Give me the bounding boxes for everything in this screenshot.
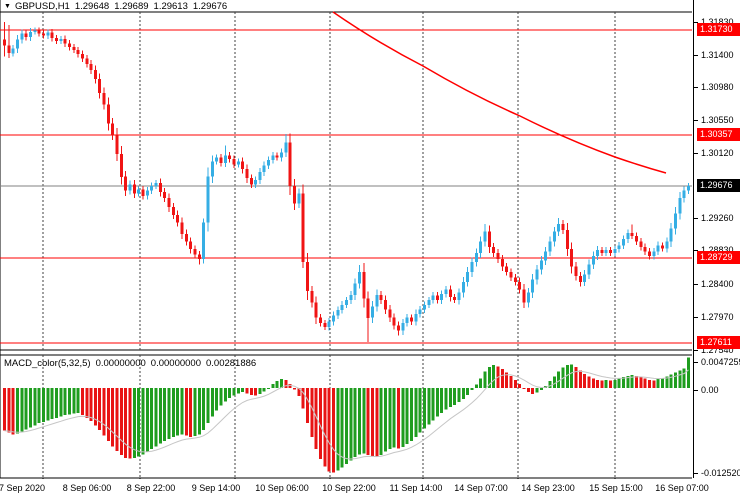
macd-scale-label: 0.0047259 xyxy=(701,357,740,367)
indicator-value-2: 0.00000000 xyxy=(150,358,201,369)
indicator-header: MACD_color(5,32,5) 0.00000000 0.00000000 0.… xyxy=(4,358,261,369)
axis-tick-mark xyxy=(694,218,698,219)
time-axis-label: 8 Sep 22:00 xyxy=(126,483,176,493)
axis-tick-mark xyxy=(694,284,698,285)
ohlc-close: 1.29676 xyxy=(192,1,228,12)
axis-tick-mark xyxy=(694,350,698,351)
time-axis-label: 7 Sep 2020 xyxy=(0,483,46,493)
time-axis-label: 8 Sep 06:00 xyxy=(62,483,112,493)
axis-tick-mark xyxy=(694,87,698,88)
macd-signal-line xyxy=(4,369,689,460)
price-tick-label: 1.30980 xyxy=(701,82,734,92)
current-price-label: 1.29676 xyxy=(697,179,740,192)
axis-tick-mark xyxy=(694,153,698,154)
price-tick-label: 1.27970 xyxy=(701,312,734,322)
time-axis-label: 10 Sep 06:00 xyxy=(255,483,309,493)
level-price-label: 1.31730 xyxy=(697,23,740,36)
price-tick-label: 1.31830 xyxy=(701,17,734,27)
price-axis[interactable]: 1.31830 1.31400 1.30980 1.30550 1.30120 1.292… xyxy=(693,0,740,478)
level-price-label: 1.30357 xyxy=(697,128,740,141)
price-tick-label: 1.31400 xyxy=(701,50,734,60)
candlesticks xyxy=(3,22,690,343)
price-tick-label: 1.28400 xyxy=(701,279,734,289)
axis-tick-mark xyxy=(694,473,698,474)
axis-tick-mark xyxy=(694,317,698,318)
price-tick-label: 1.29260 xyxy=(701,213,734,223)
time-axis-label: 10 Sep 22:00 xyxy=(322,483,376,493)
level-price-label: 1.27611 xyxy=(697,336,740,349)
axis-tick-mark xyxy=(694,362,698,363)
price-tick-label: 1.30550 xyxy=(701,115,734,125)
level-price-label: 1.28729 xyxy=(697,251,740,264)
time-axis-label: 16 Sep 07:00 xyxy=(655,483,709,493)
time-axis-label: 14 Sep 23:00 xyxy=(521,483,575,493)
symbol-timeframe-label: GBPUSD,H1 xyxy=(14,1,70,12)
axis-tick-mark xyxy=(694,22,698,23)
symbol-header: ▼ GBPUSD,H1 1.29648 1.29689 1.29613 1.29676 xyxy=(4,1,232,12)
ohlc-low: 1.29613 xyxy=(153,1,188,12)
axis-tick-mark xyxy=(694,390,698,391)
indicator-value-3: 0.00281886 xyxy=(206,358,257,369)
macd-scale-label: 0.00 xyxy=(701,385,719,395)
ohlc-high: 1.29689 xyxy=(114,1,149,12)
symbol-dropdown-icon[interactable]: ▼ xyxy=(4,3,11,10)
indicator-value-1: 0.00000000 xyxy=(95,358,146,369)
level-lines[interactable] xyxy=(0,29,692,344)
price-tick-label: 1.28830 xyxy=(701,245,734,255)
axis-tick-mark xyxy=(694,55,698,56)
price-tick-label: 1.30120 xyxy=(701,148,734,158)
axis-tick-mark xyxy=(694,120,698,121)
macd-histogram xyxy=(3,357,690,473)
price-tick-label: 1.27540 xyxy=(701,345,734,355)
time-axis-label: 15 Sep 15:00 xyxy=(589,483,643,493)
time-axis[interactable]: 7 Sep 2020 8 Sep 06:00 8 Sep 22:00 9 Sep 14… xyxy=(0,479,740,500)
descending-trend-line[interactable] xyxy=(332,11,667,174)
ohlc-open: 1.29648 xyxy=(74,1,110,12)
indicator-name-label: MACD_color(5,32,5) xyxy=(4,358,91,369)
time-axis-label: 11 Sep 14:00 xyxy=(389,483,443,493)
time-axis-label: 14 Sep 07:00 xyxy=(454,483,508,493)
macd-scale-label: -0.012520 xyxy=(701,468,740,478)
axis-tick-mark xyxy=(694,250,698,251)
time-axis-label: 9 Sep 14:00 xyxy=(191,483,241,493)
